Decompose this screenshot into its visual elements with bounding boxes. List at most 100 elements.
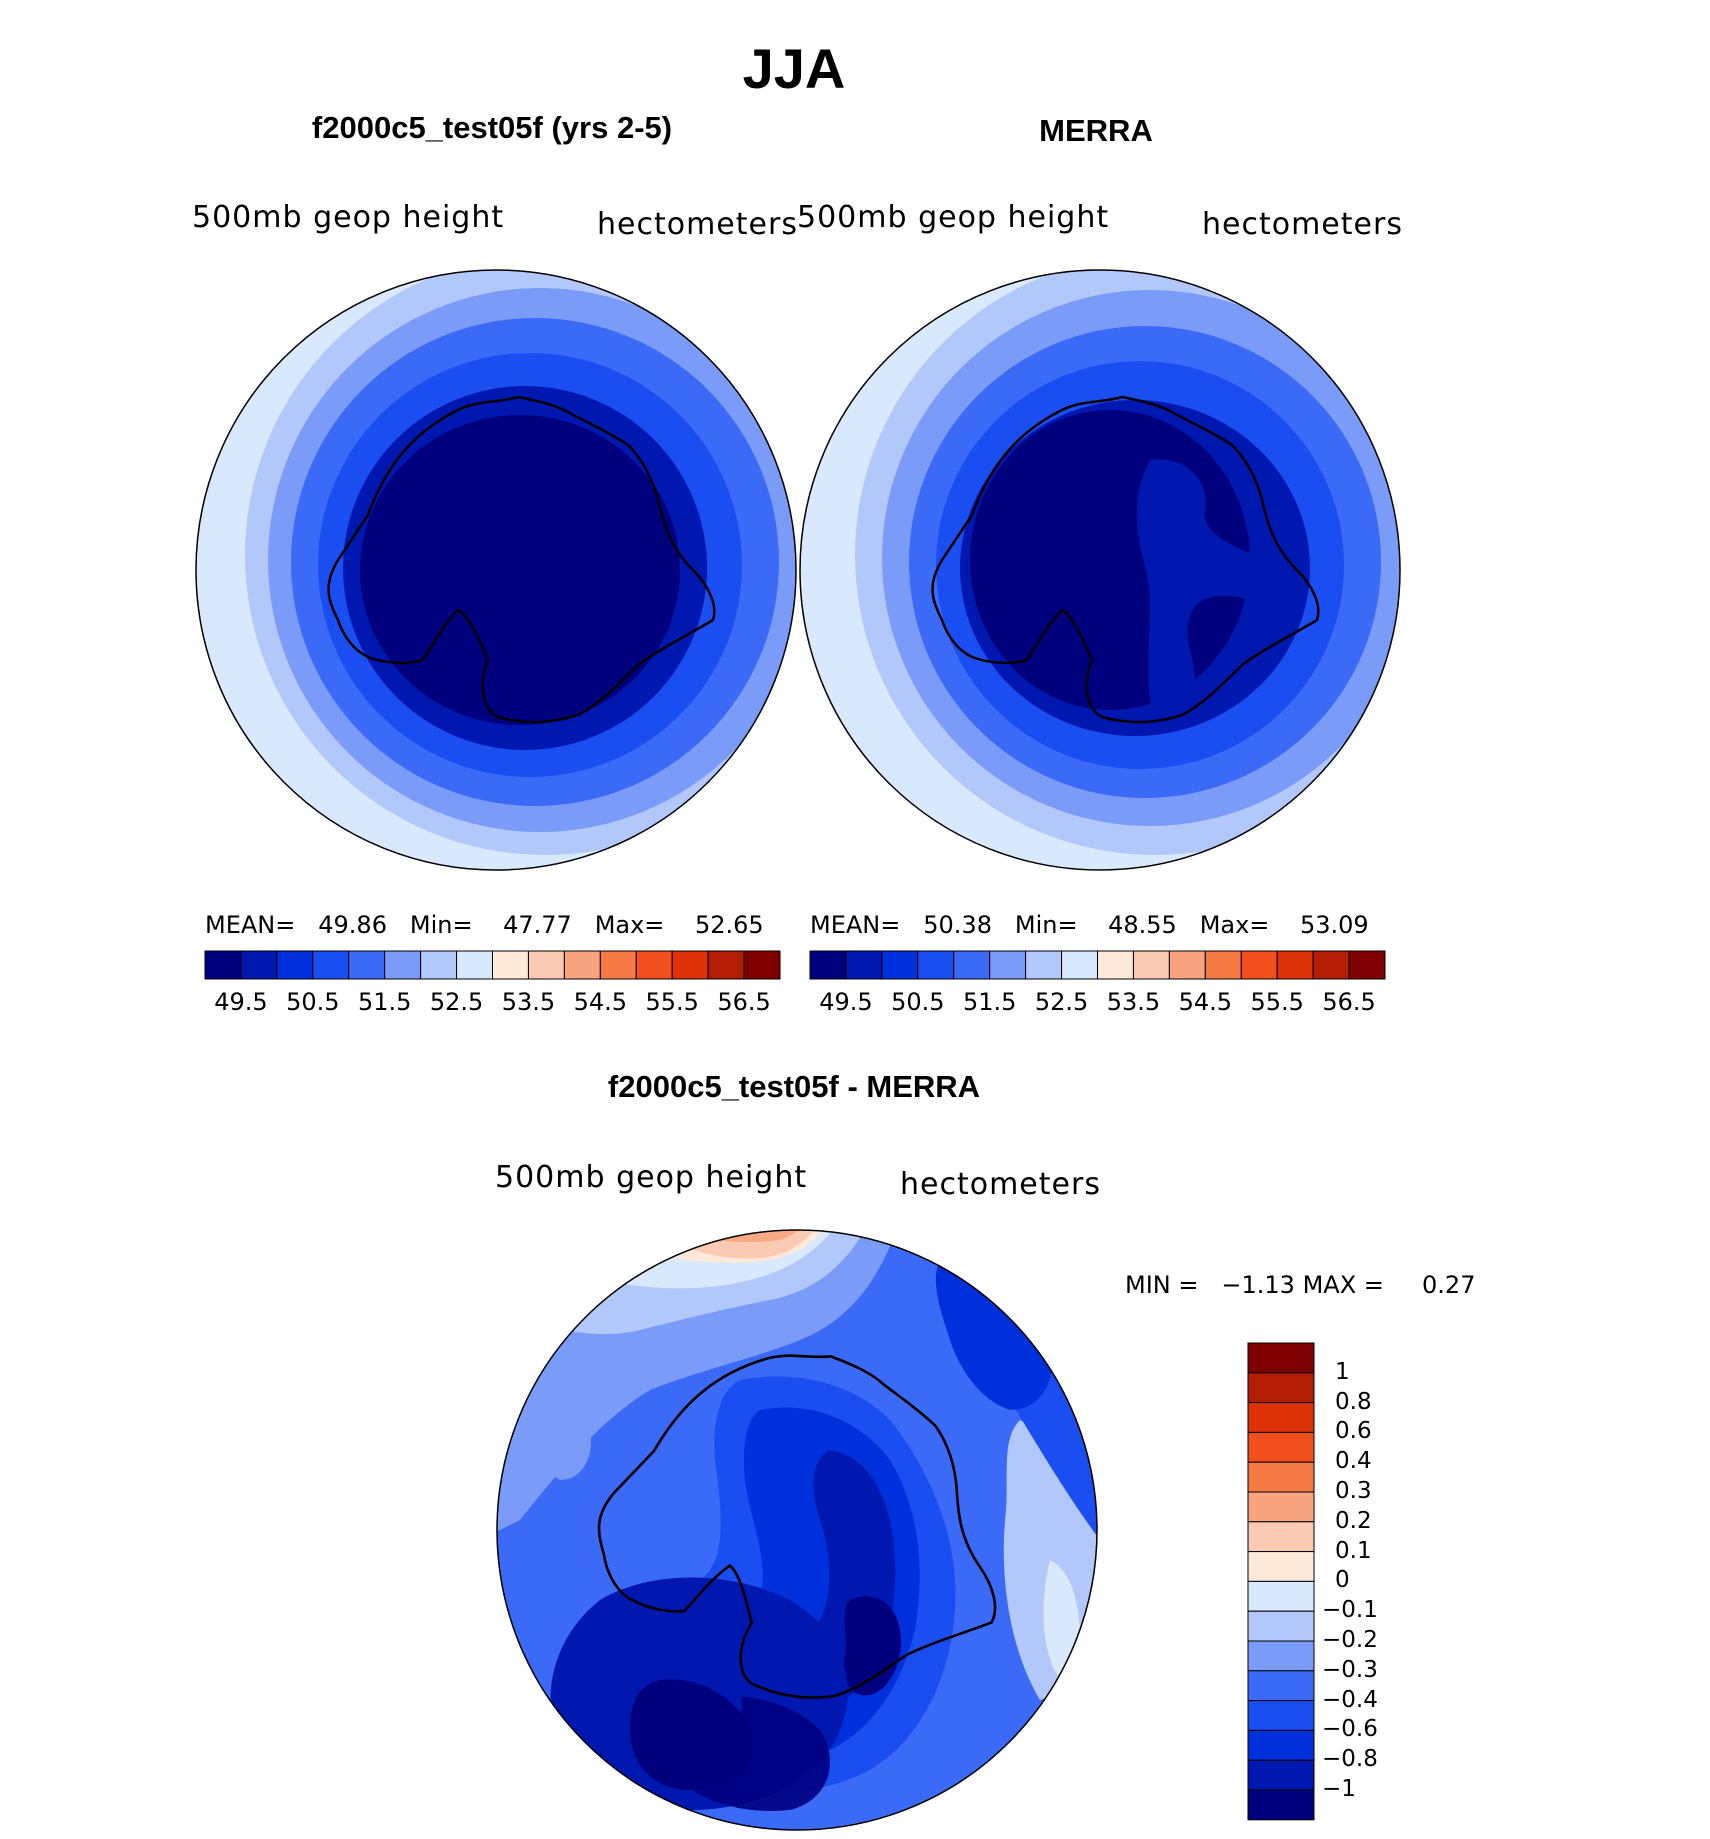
map-model	[196, 270, 796, 870]
colorbar-tick-label: 0.2	[1335, 1507, 1372, 1534]
colorbar-tick-label: 54.5	[1178, 988, 1233, 1016]
colorbar-swatch	[1247, 1759, 1315, 1791]
colorbar-swatch	[1061, 950, 1098, 980]
colorbar-tick-label: −0.3	[1322, 1656, 1378, 1683]
map-difference	[497, 1230, 1097, 1830]
colorbar-merra	[809, 950, 1386, 980]
colorbar-swatch	[1247, 1551, 1315, 1582]
colorbar-swatch	[953, 950, 991, 980]
colorbar-swatch	[743, 950, 781, 980]
colorbar-swatch	[1025, 950, 1063, 980]
panel-title-merra: MERRA	[1039, 113, 1153, 148]
colorbar-tick-label: −1	[1322, 1776, 1356, 1802]
colorbar-tick-label: −0.2	[1322, 1627, 1378, 1653]
stats-difference: MIN = −1.13 MAX = 0.27	[1125, 1271, 1475, 1299]
colorbar-tick-label: 49.5	[214, 988, 268, 1016]
panel-title-model: f2000c5_test05f (yrs 2-5)	[311, 110, 673, 145]
min-value: 47.77	[503, 911, 572, 939]
max-label: Max=	[1199, 911, 1270, 939]
colorbar-swatch	[1247, 1372, 1315, 1404]
min-label: MIN =	[1125, 1271, 1199, 1299]
colorbar-tick-label: 51.5	[962, 988, 1017, 1016]
colorbar-model	[204, 950, 781, 980]
variable-label-diff: 500mb geop height	[495, 1160, 808, 1195]
colorbar-swatch	[707, 950, 745, 980]
colorbar-swatch	[1097, 950, 1134, 980]
colorbar-swatch	[1204, 950, 1242, 980]
mean-label: MEAN=	[205, 911, 296, 939]
colorbar-tick-label: 51.5	[357, 988, 412, 1016]
colorbar-swatch	[1168, 950, 1206, 980]
mean-label: MEAN=	[810, 911, 901, 939]
variable-label-merra: 500mb geop height	[797, 200, 1110, 235]
colorbar-swatch	[1240, 950, 1278, 980]
colorbar-swatch	[809, 950, 847, 980]
colorbar-tick-label: −0.4	[1322, 1686, 1378, 1713]
max-value: 0.27	[1422, 1271, 1476, 1299]
colorbar-swatch	[1348, 950, 1386, 980]
colorbar-swatch	[1247, 1670, 1315, 1702]
colorbar-tick-label: 49.5	[819, 988, 873, 1016]
colorbar-swatch	[1247, 1640, 1315, 1672]
max-value: 52.65	[694, 911, 764, 939]
colorbar-swatch	[1247, 1789, 1315, 1821]
colorbar-swatch	[563, 950, 601, 980]
figure-title: JJA	[742, 37, 846, 100]
colorbar-difference	[1247, 1342, 1315, 1821]
colorbar-swatch	[348, 950, 386, 980]
colorbar-swatch	[1247, 1580, 1315, 1612]
colorbar-swatch	[917, 950, 955, 980]
colorbar-swatch	[635, 950, 673, 980]
units-label-model: hectometers	[597, 207, 798, 242]
map-merra	[800, 270, 1400, 870]
colorbar-swatch	[492, 950, 529, 980]
colorbar-tick-label: 52.5	[429, 988, 484, 1016]
colorbar-swatch	[312, 950, 350, 980]
colorbar-swatch	[1312, 950, 1350, 980]
colorbar-swatch	[1247, 1491, 1315, 1523]
min-label: Min=	[409, 911, 473, 939]
stats-merra: MEAN= 50.38 Min= 48.55 Max= 53.09	[810, 911, 1369, 939]
colorbar-tick-label: 56.5	[717, 988, 771, 1016]
min-value: −1.13	[1221, 1271, 1295, 1299]
stats-model: MEAN= 49.86 Min= 47.77 Max= 52.65	[205, 911, 764, 939]
colorbar-tick-label: 54.5	[573, 988, 628, 1016]
colorbar-tick-label: 50.5	[891, 988, 945, 1016]
colorbar-swatch	[1247, 1521, 1315, 1553]
colorbar-tick-label: 53.5	[501, 988, 556, 1016]
units-label-merra: hectometers	[1202, 207, 1403, 242]
mean-value: 49.86	[318, 911, 387, 939]
colorbar-swatch	[1247, 1342, 1315, 1374]
colorbar-tick-label: 56.5	[1322, 988, 1376, 1016]
colorbar-tick-label: 55.5	[645, 988, 699, 1016]
colorbar-swatch	[456, 950, 493, 980]
colorbar-tick-label: 0.6	[1335, 1418, 1372, 1445]
colorbar-swatch	[599, 950, 637, 980]
colorbar-swatch	[1247, 1431, 1315, 1463]
colorbar-tick-label: −0.6	[1322, 1716, 1378, 1743]
colorbar-tick-label: 50.5	[286, 988, 340, 1016]
mean-value: 50.38	[923, 911, 992, 939]
colorbar-swatch	[204, 950, 242, 980]
colorbar-tick-label: 0.3	[1335, 1478, 1372, 1504]
units-label-diff: hectometers	[900, 1167, 1101, 1202]
max-label: Max=	[594, 911, 665, 939]
colorbar-tick-label: 55.5	[1250, 988, 1304, 1016]
colorbar-swatch	[240, 950, 278, 980]
colorbar-tick-label: −0.1	[1322, 1597, 1378, 1624]
colorbar-tick-label: 0.8	[1335, 1388, 1372, 1415]
colorbar-tick-label: 53.5	[1106, 988, 1161, 1016]
colorbar-swatch	[1247, 1461, 1315, 1493]
colorbar-swatch	[1247, 1729, 1315, 1761]
max-label: MAX =	[1302, 1271, 1384, 1299]
colorbar-tick-label: 0	[1335, 1567, 1350, 1594]
colorbar-swatch	[384, 950, 422, 980]
colorbar-swatch	[527, 950, 565, 980]
colorbar-swatch	[420, 950, 458, 980]
min-label: Min=	[1014, 911, 1078, 939]
colorbar-swatch	[1247, 1700, 1315, 1731]
colorbar-swatch	[881, 950, 919, 980]
colorbar-tick-label: 52.5	[1034, 988, 1089, 1016]
colorbar-swatch	[671, 950, 709, 980]
